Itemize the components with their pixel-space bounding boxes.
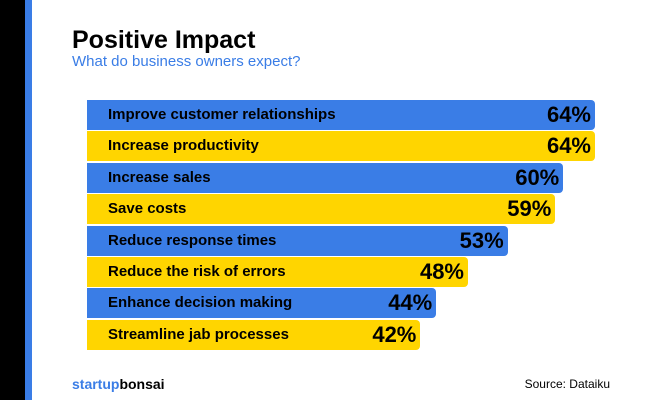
bar: Enhance decision making 44%	[87, 288, 437, 319]
bar-value-label: 64%	[546, 133, 591, 159]
bar: Streamline jab processes 42%	[87, 319, 421, 350]
bar-label: Increase productivity	[108, 137, 259, 155]
left-black-strip	[0, 0, 25, 400]
bar-value-label: 53%	[459, 227, 504, 253]
bar-value-label: 44%	[388, 290, 433, 316]
bar: Reduce the risk of errors 48%	[87, 257, 468, 287]
startupbonsai-logo: startupbonsai	[72, 376, 165, 392]
logo-part-bonsai: bonsai	[119, 376, 165, 392]
chart-subtitle: What do business owners expect?	[72, 53, 301, 70]
bar-label: Improve customer relationships	[108, 106, 336, 123]
source-credit: Source: Dataiku	[524, 377, 610, 391]
bar: Reduce response times 53%	[87, 225, 508, 256]
bar-label: Enhance decision making	[108, 294, 293, 312]
bar: Improve customer relationships 64%	[87, 100, 595, 130]
left-blue-strip	[25, 0, 32, 400]
bar-label: Save costs	[108, 200, 187, 218]
bar-value-label: 42%	[372, 321, 417, 347]
bar: Save costs 59%	[87, 194, 556, 225]
bar-value-label: 64%	[546, 102, 591, 127]
bar-label: Reduce response times	[108, 231, 277, 249]
bar: Increase productivity 64%	[87, 131, 595, 162]
bar: Increase sales 60%	[87, 162, 564, 193]
chart-title: Positive Impact	[72, 26, 256, 54]
bar-label: Increase sales	[108, 168, 211, 186]
bar-value-label: 59%	[507, 196, 552, 222]
logo-part-startup: startup	[72, 376, 120, 392]
bar-label: Streamline jab processes	[108, 325, 289, 343]
bar-label: Reduce the risk of errors	[108, 263, 286, 280]
bar-value-label: 60%	[515, 164, 560, 190]
bar-value-label: 48%	[419, 259, 464, 284]
